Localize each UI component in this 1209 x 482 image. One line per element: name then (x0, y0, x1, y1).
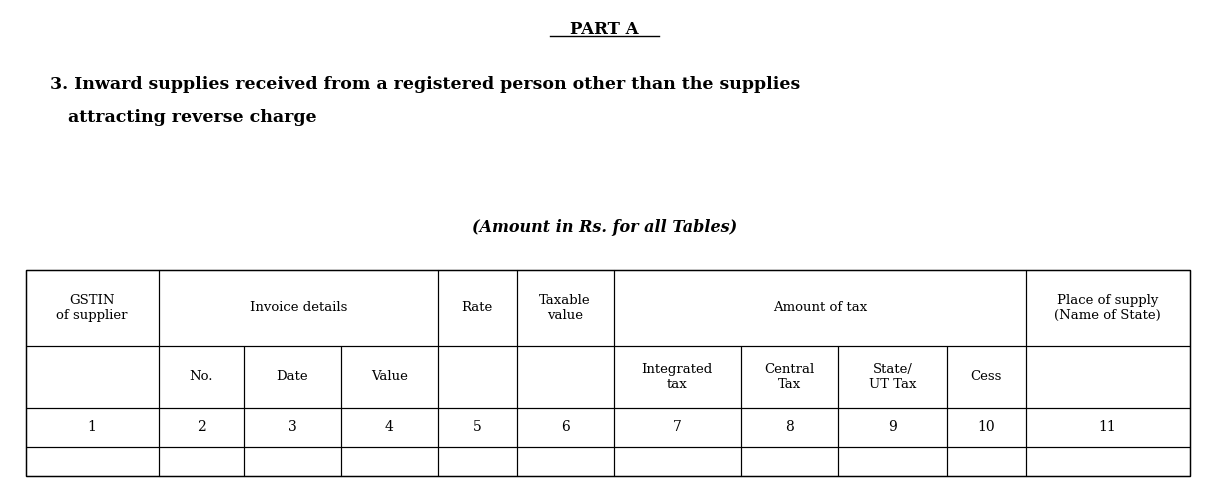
Text: Cess: Cess (971, 370, 1002, 383)
Text: PART A: PART A (571, 21, 638, 38)
Text: 8: 8 (785, 420, 794, 434)
Text: 10: 10 (978, 420, 995, 434)
Text: 2: 2 (197, 420, 206, 434)
Text: Place of supply
(Name of State): Place of supply (Name of State) (1054, 294, 1161, 322)
Text: 3: 3 (288, 420, 296, 434)
Text: Taxable
value: Taxable value (539, 294, 591, 322)
Text: 5: 5 (473, 420, 481, 434)
Text: 1: 1 (88, 420, 97, 434)
Text: 7: 7 (672, 420, 682, 434)
Text: Amount of tax: Amount of tax (773, 301, 867, 314)
Text: No.: No. (190, 370, 213, 383)
Text: 4: 4 (384, 420, 394, 434)
Text: Rate: Rate (462, 301, 493, 314)
Text: State/
UT Tax: State/ UT Tax (869, 363, 916, 391)
Text: Invoice details: Invoice details (249, 301, 347, 314)
Text: 9: 9 (889, 420, 897, 434)
Text: 11: 11 (1099, 420, 1117, 434)
Text: (Amount in Rs. for all Tables): (Amount in Rs. for all Tables) (472, 219, 737, 237)
Text: Central
Tax: Central Tax (764, 363, 815, 391)
Text: attracting reverse charge: attracting reverse charge (50, 109, 317, 126)
Text: GSTIN
of supplier: GSTIN of supplier (57, 294, 128, 322)
Text: 6: 6 (561, 420, 569, 434)
Text: Integrated
tax: Integrated tax (642, 363, 713, 391)
Text: 3. Inward supplies received from a registered person other than the supplies: 3. Inward supplies received from a regis… (50, 76, 800, 93)
Text: Date: Date (277, 370, 308, 383)
Text: Value: Value (371, 370, 407, 383)
